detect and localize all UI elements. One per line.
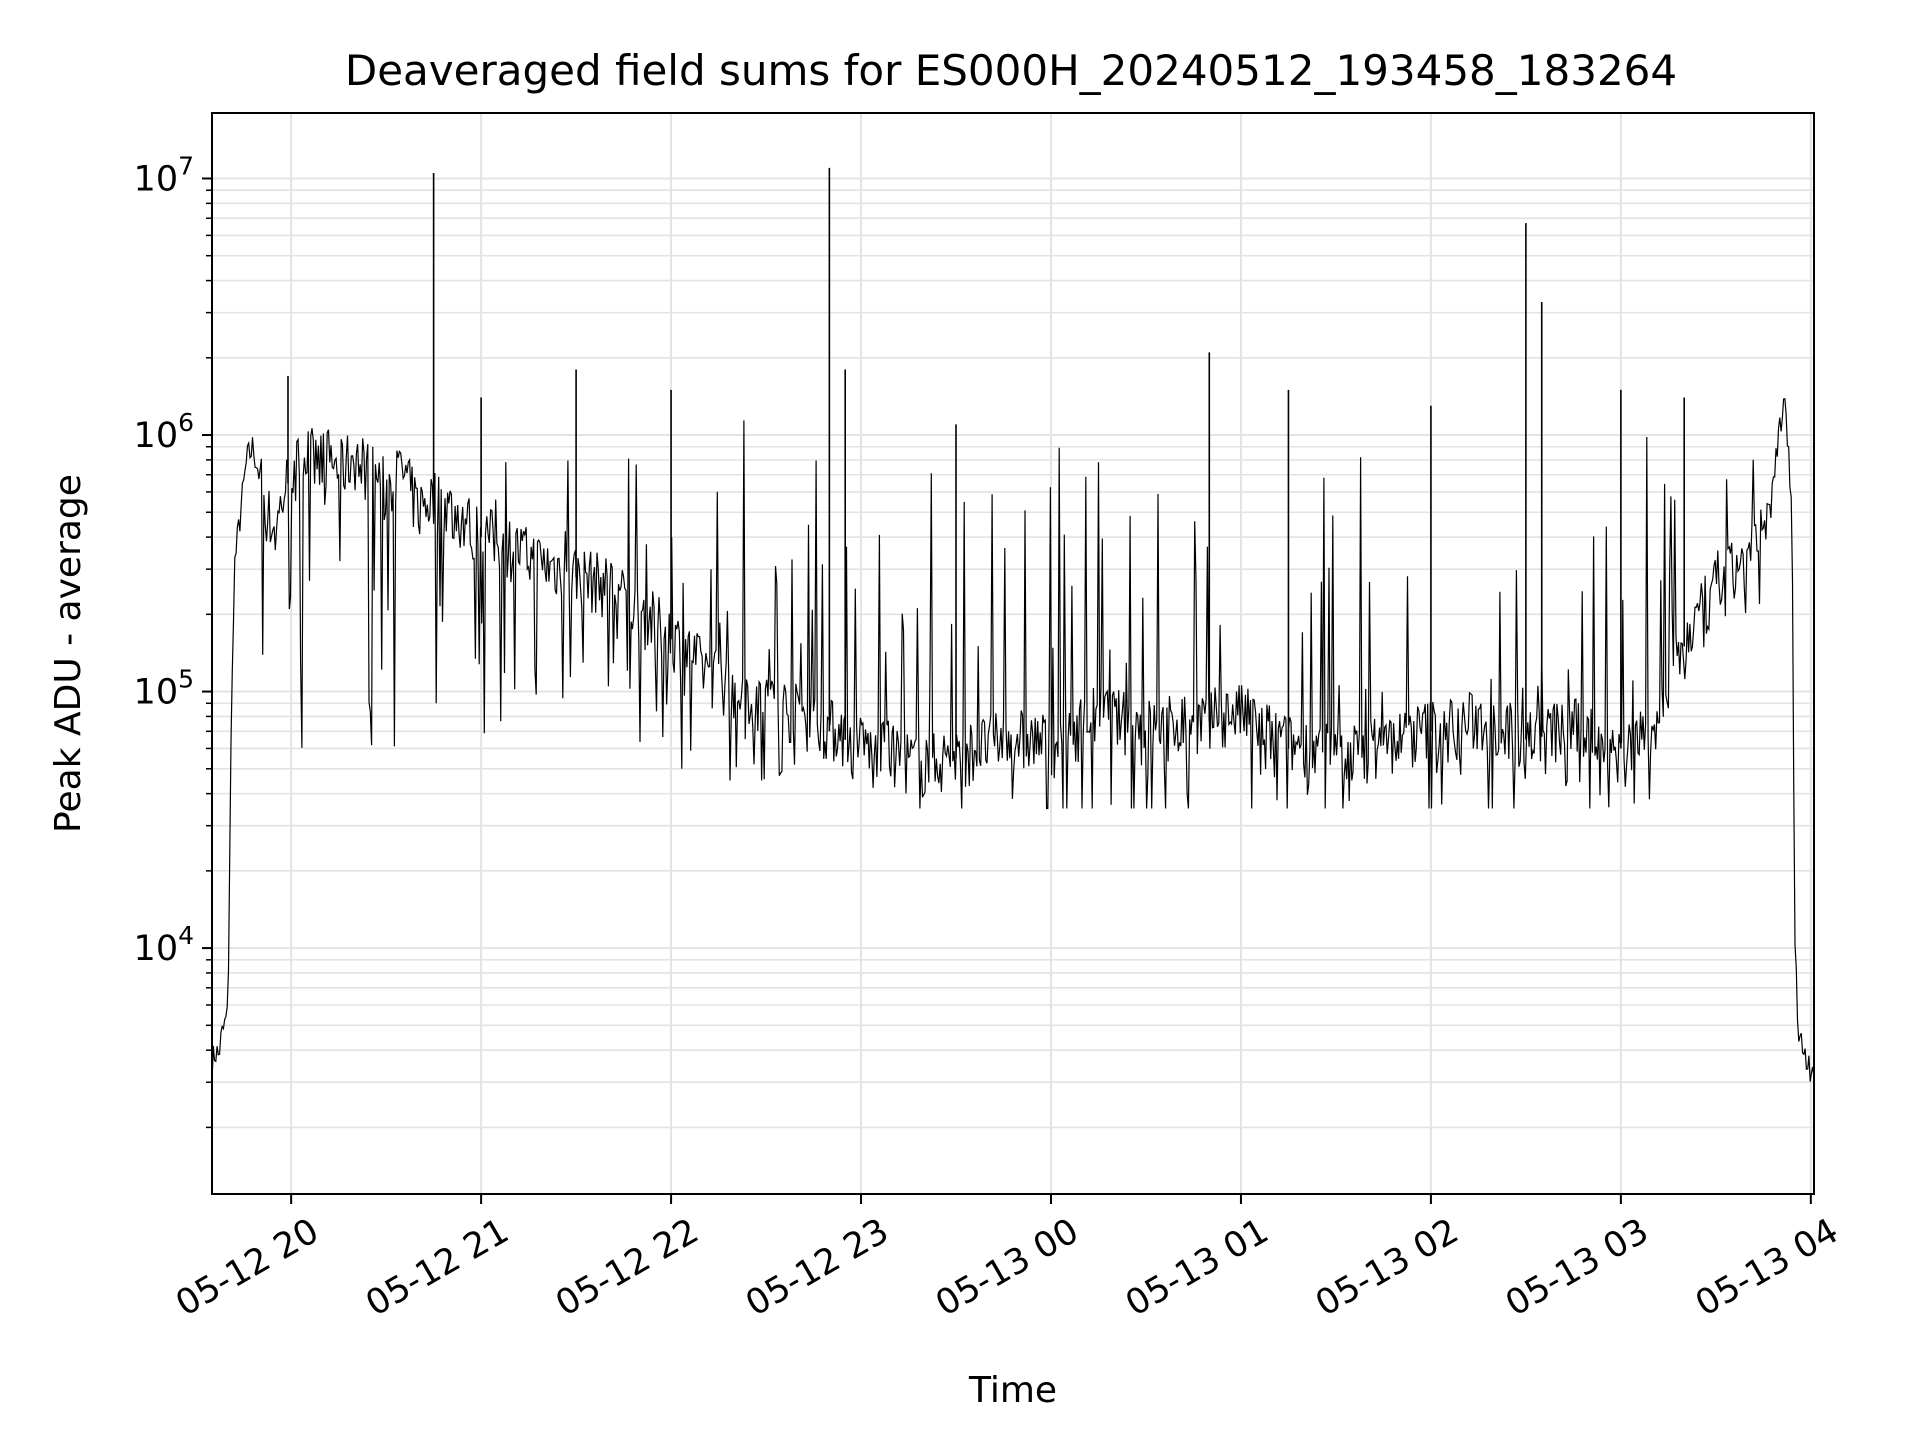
data-line [211,398,1815,1084]
y-axis-label: Peak ADU - average [48,474,89,833]
y-tick-label: 105 [134,665,194,713]
grid [212,113,1814,1194]
y-tick-label: 106 [134,408,194,456]
x-axis-label: Time [968,1370,1057,1411]
chart-title: Deaveraged field sums for ES000H_2024051… [345,46,1677,95]
y-tick-label: 104 [134,921,194,969]
y-tick-label: 107 [134,151,194,199]
data-layer [211,167,1815,1084]
plot-frame [211,112,1815,1195]
